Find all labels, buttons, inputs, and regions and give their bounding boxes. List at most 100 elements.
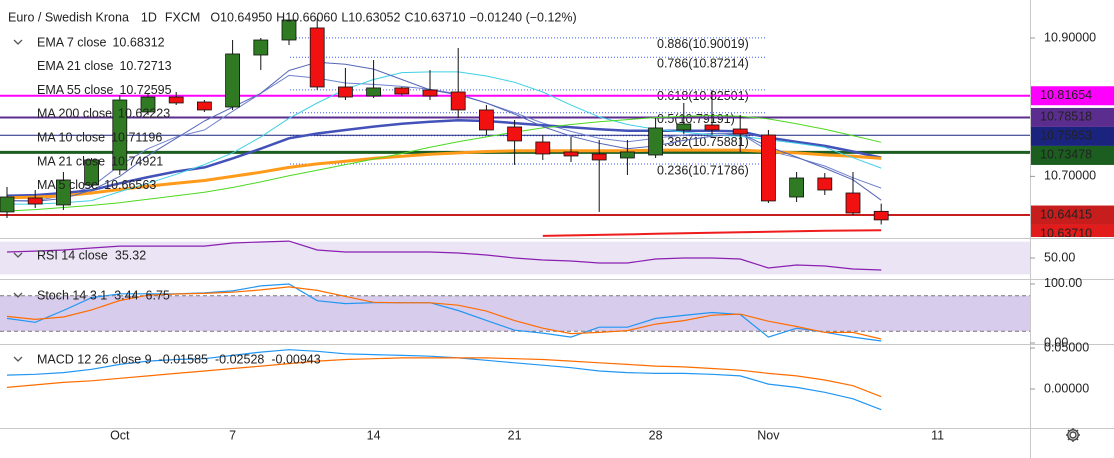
candle-body <box>112 99 128 171</box>
candle-body <box>704 124 720 131</box>
price-tag <box>1031 224 1114 237</box>
candle-body <box>591 153 607 161</box>
candle-body <box>168 96 184 104</box>
x-tick-label: 14 <box>367 428 381 442</box>
legend-name: EMA 21 close <box>37 59 113 73</box>
legend-value: -0.01585 <box>159 352 208 366</box>
legend-value: 10.72713 <box>119 59 171 73</box>
legend-value: 10.74921 <box>111 154 163 168</box>
ma-line <box>6 148 882 200</box>
ohlc-label: H10.66060 <box>276 10 337 24</box>
fib-label: 0.236(10.71786) <box>657 163 749 177</box>
candle-body <box>648 127 663 156</box>
x-tick-label: 7 <box>229 428 236 442</box>
indicator-line <box>6 349 882 411</box>
legend-name: MA 200 close <box>37 107 112 121</box>
y-tick-label: 50.00 <box>1044 250 1075 264</box>
ohlc-label: C10.63710 <box>404 10 465 24</box>
legend-value: 10.72595 <box>119 83 171 97</box>
candle-body <box>27 197 43 205</box>
indicator-plot <box>0 240 1030 275</box>
x-tick-label: 11 <box>931 428 944 442</box>
price-tag-label: 10.64415 <box>1040 207 1092 221</box>
legend-value: 10.62223 <box>118 107 170 121</box>
indicator-plot <box>6 349 882 411</box>
legend-name: MA 21 close <box>37 154 105 168</box>
settings-icon[interactable] <box>1066 428 1080 442</box>
candle-body <box>56 179 71 206</box>
interval: 1D <box>141 10 157 24</box>
indicator-line <box>6 286 882 340</box>
price-tag-label: 10.63710 <box>1040 226 1092 240</box>
price-tag-label: 10.75953 <box>1040 129 1092 143</box>
candle-body <box>761 134 776 202</box>
source: FXCM <box>165 10 200 24</box>
y-tick-label: 0.05000 <box>1044 340 1089 354</box>
collapse-icon <box>13 39 23 45</box>
y-tick-label: 10.90000 <box>1044 30 1096 44</box>
band <box>0 295 1030 332</box>
candle-body <box>366 87 382 97</box>
chart-title: Euro / Swedish Krona <box>8 10 129 24</box>
indicator-plot <box>0 283 1030 342</box>
candle-body <box>732 128 748 135</box>
x-tick-label: Oct <box>110 428 130 442</box>
price-tag-label: 10.73478 <box>1040 148 1092 162</box>
legend-value: 10.68312 <box>112 35 164 49</box>
fib-label: 0.886(10.90019) <box>657 37 749 51</box>
candle-body <box>845 192 861 214</box>
legend-name: MA 5 close <box>37 178 98 192</box>
ma-line <box>6 115 882 212</box>
price-tag-label: 10.81654 <box>1040 88 1092 102</box>
y-tick-label: 0.00000 <box>1044 381 1089 395</box>
candle-body <box>394 87 410 95</box>
candle-body <box>478 109 494 131</box>
legend-name: MACD 12 26 close 9 <box>37 352 152 366</box>
x-tick-label: 28 <box>649 428 663 442</box>
candle-body <box>535 141 551 155</box>
candle-body <box>281 19 297 41</box>
candle-body <box>0 196 15 213</box>
legend-value: 6.75 <box>146 288 170 302</box>
y-tick-label: 10.70000 <box>1044 169 1096 183</box>
candle-body <box>563 151 579 157</box>
ohlc-label: O10.64950 <box>210 10 272 24</box>
candle-body <box>309 27 325 88</box>
candle-body <box>450 91 466 111</box>
y-tick-label: 100.00 <box>1044 276 1082 290</box>
candle-body <box>507 126 523 142</box>
main-plot: 0.886(10.90019)0.786(10.87214)0.618(10.8… <box>0 13 1030 237</box>
legend-value: -0.00943 <box>271 352 320 366</box>
legend-value: 35.32 <box>115 248 146 262</box>
change-label: −0.01240 (−0.12%) <box>470 10 577 24</box>
candle-body <box>225 53 241 108</box>
legend-name: EMA 55 close <box>37 83 113 97</box>
price-tags: 10.81654 10.78518 10.75953 10.73478 10.64415… <box>1031 86 1114 240</box>
candle-body <box>422 89 438 97</box>
ma-line <box>7 71 882 205</box>
candle-body <box>873 210 889 221</box>
collapse-icon <box>13 252 23 258</box>
price-tag <box>1031 145 1114 165</box>
collapse-icon <box>13 356 23 362</box>
candle-body <box>817 177 833 191</box>
x-tick-label: Nov <box>757 428 780 442</box>
fib-label: 0.382(10.75881) <box>657 135 749 149</box>
ohlc-label: L10.63052 <box>341 10 400 24</box>
price-tag-label: 10.78518 <box>1040 110 1092 124</box>
candle-body <box>789 177 804 198</box>
ma-line <box>542 229 882 237</box>
legend-name: EMA 7 close <box>37 35 107 49</box>
legend-name: Stoch 14 3 1 <box>37 288 107 302</box>
price-tag <box>1031 107 1114 127</box>
candle-body <box>337 86 353 98</box>
candle-body <box>140 96 156 113</box>
x-tick-label: 21 <box>508 428 522 442</box>
legend-value: 10.71196 <box>111 130 162 144</box>
price-tag <box>1031 126 1114 146</box>
price-tag <box>1031 205 1114 225</box>
indicator-line <box>6 240 882 271</box>
